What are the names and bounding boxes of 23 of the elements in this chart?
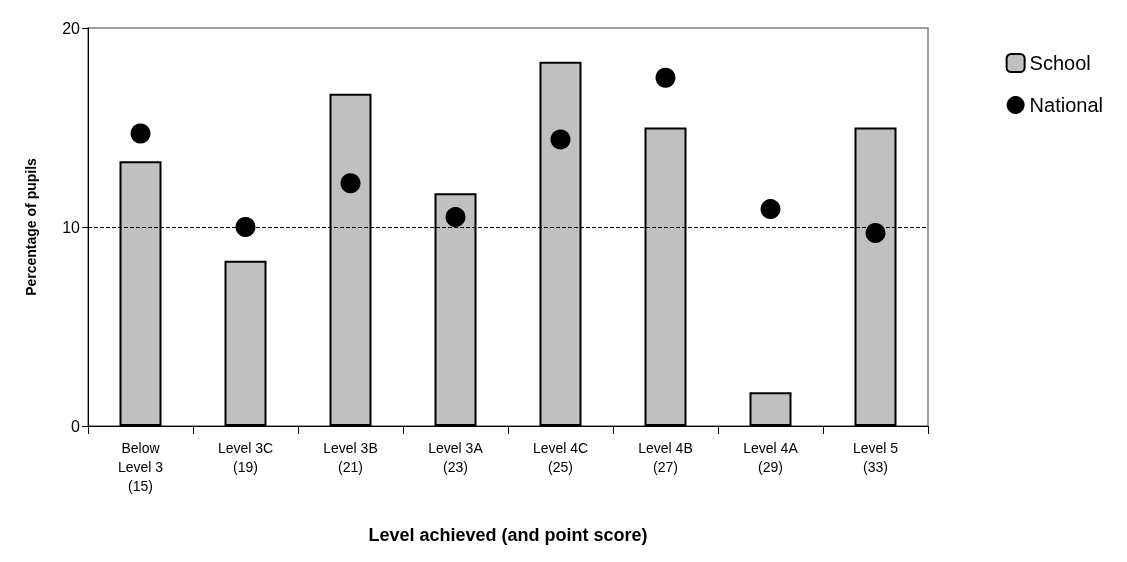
- x-tick-label: Below Level 3 (15): [117, 439, 164, 494]
- x-tick-label: Level 3C (19): [217, 439, 274, 475]
- y-tick-label: 0: [71, 417, 81, 435]
- x-tick-label: Level 5 (33): [852, 439, 899, 475]
- point: [235, 217, 256, 237]
- point: [130, 123, 151, 144]
- x-tick-label: Level 4A (29): [743, 439, 799, 475]
- x-tick-label: Level 4B (27): [638, 439, 693, 475]
- point: [550, 129, 571, 150]
- y-axis-title: Percentage of pupils: [23, 157, 39, 296]
- point: [445, 207, 466, 228]
- y-tick-label: 10: [62, 218, 81, 236]
- x-tick-label: Level 3B (21): [323, 439, 378, 475]
- y-tick-label: 20: [62, 19, 81, 37]
- point: [865, 222, 886, 243]
- legend-label: School: [1029, 52, 1091, 74]
- x-tick-label: Level 3A (23): [428, 439, 484, 475]
- point: [340, 173, 361, 194]
- legend-label: National: [1029, 94, 1104, 116]
- point: [655, 67, 676, 88]
- x-tick-label: Level 4C (25): [532, 439, 589, 475]
- x-axis-title: Level achieved (and point score): [368, 525, 648, 545]
- point: [760, 199, 781, 220]
